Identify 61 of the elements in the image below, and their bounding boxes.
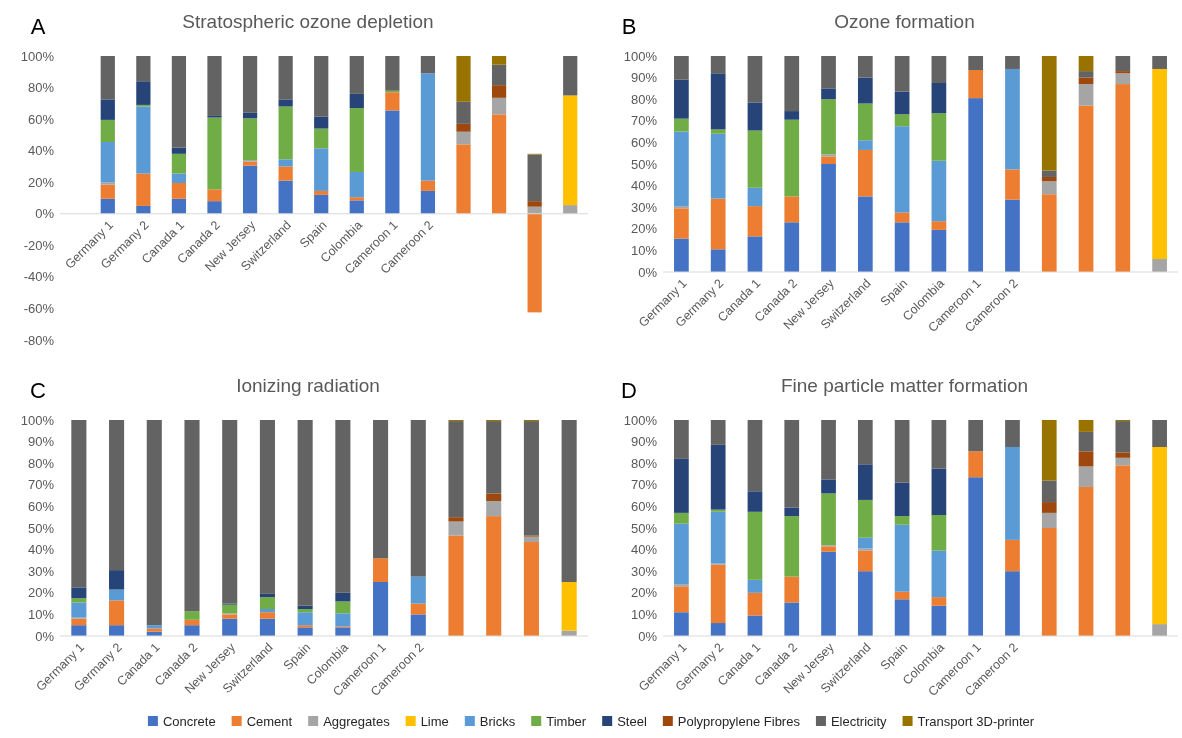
y-tick-label: 80% [27,80,55,96]
y-tick-label: 20% [630,221,658,237]
chart-title: Fine particle matter formation [780,375,1029,396]
y-tick-label: 40% [27,542,55,558]
y-tick-label: 100% [623,412,658,428]
y-tick-label: -80% [23,332,55,348]
y-tick-label: 30% [27,563,55,579]
y-tick-label: 60% [630,498,658,514]
text: D [621,378,637,403]
y-tick-label: 40% [630,178,658,194]
y-tick-label: 80% [630,91,658,107]
y-tick-label: -60% [23,300,55,316]
legend-label: Concrete [162,713,216,729]
y-tick-label: -40% [23,269,55,285]
y-tick-label: 0% [638,264,658,280]
text: C [30,378,47,403]
legend-label: Bricks [479,713,516,729]
y-tick-label: 90% [630,70,658,86]
y-tick-label: 0% [638,628,658,644]
y-tick-label: 100% [623,48,658,64]
y-tick-label: 70% [27,477,55,493]
y-tick-label: 60% [27,111,55,127]
y-tick-label: 40% [27,143,55,159]
y-tick-label: 70% [630,113,658,129]
chart-title: Ionizing radiation [236,375,380,396]
y-tick-label: 80% [630,455,658,471]
chart-title: Ozone formation [834,11,975,32]
legend-label: Cement [246,713,293,729]
legend-label: Timber [546,713,587,729]
y-tick-label: 10% [630,242,658,258]
legend-label: Polypropylene Fibres [677,713,801,729]
y-tick-label: 100% [20,48,55,64]
y-tick-label: 50% [630,156,658,172]
y-tick-label: 10% [27,606,55,622]
y-tick-label: 0% [35,628,55,644]
y-tick-label: -20% [23,237,55,253]
legend-label: Transport 3D-printer [917,713,1035,729]
text: A [30,14,46,39]
legend-label: Lime [420,713,449,729]
y-tick-label: 20% [27,585,55,601]
y-tick-label: 20% [630,585,658,601]
y-tick-label: 90% [27,434,55,450]
chart-title: Stratospheric ozone depletion [182,11,434,32]
legend-label: Electricity [830,713,888,729]
y-tick-label: 20% [27,174,55,190]
y-tick-label: 100% [20,412,55,428]
legend-label: Steel [617,713,647,729]
y-tick-label: 60% [27,498,55,514]
text: B [621,14,637,39]
legend-label: Aggregates [323,713,391,729]
y-tick-label: 30% [630,563,658,579]
y-tick-label: 40% [630,542,658,558]
y-tick-label: 80% [27,455,55,471]
y-tick-label: 10% [630,606,658,622]
y-tick-label: 30% [630,199,658,215]
y-tick-label: 70% [630,477,658,493]
y-tick-label: 50% [27,520,55,536]
y-tick-label: 60% [630,134,658,150]
y-tick-label: 0% [35,206,55,222]
y-tick-label: 50% [630,520,658,536]
y-tick-label: 90% [630,434,658,450]
